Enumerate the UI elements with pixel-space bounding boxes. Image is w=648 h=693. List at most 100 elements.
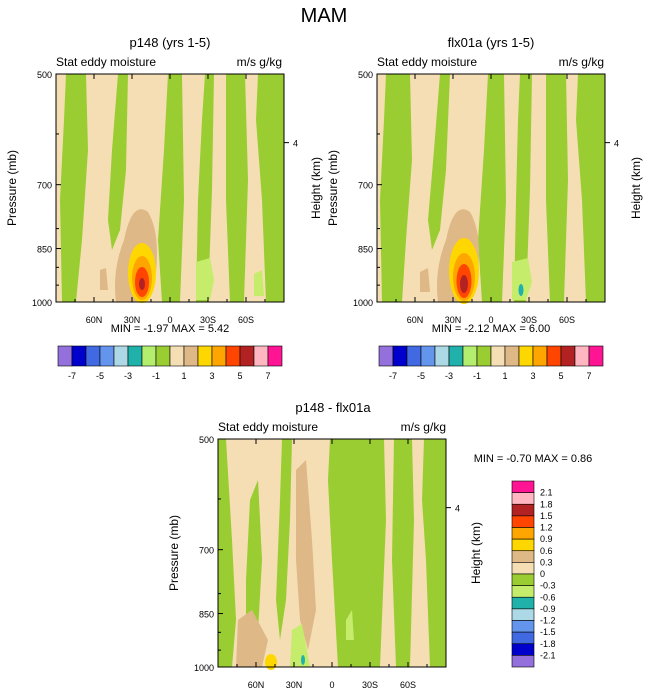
panel-3-left-label: Stat eddy moisture <box>218 420 318 434</box>
panel-3-stats: MIN = -0.70 MAX = 0.86 <box>474 453 593 465</box>
panel-1-title: p148 (yrs 1-5) <box>130 35 211 50</box>
panel-2-colorbar-label: 5 <box>558 371 563 381</box>
panel-1: p148 (yrs 1-5) Stat eddy moisture m/s g/… <box>55 35 285 303</box>
page-title: MAM <box>301 5 348 27</box>
panel-1-colorbar-swatch <box>211 345 227 367</box>
panel-2-colorbar-swatch <box>420 345 436 367</box>
panel-2-ylabel: Pressure (mb) <box>326 150 340 226</box>
panel-3-contour-tan-mid <box>296 460 316 650</box>
panel-1-contour-green-north <box>60 74 88 302</box>
panel-1-y2label: Height (km) <box>309 157 323 219</box>
panel-2-colorbar-swatch <box>462 345 478 367</box>
panel-1-colorbar-label: 5 <box>237 371 242 381</box>
panel-1-xtick-label: 0 <box>167 315 172 325</box>
panel-2-colorbar-swatch <box>490 345 506 367</box>
panel-1-stats: MIN = -1.97 MAX = 5.42 <box>111 323 230 335</box>
panel-2-left-label: Stat eddy moisture <box>377 55 477 69</box>
panel-2-title: flx01a (yrs 1-5) <box>448 35 535 50</box>
panel-1-contour-lightgreen <box>196 258 214 300</box>
panel-1-y2tick-label: 4 <box>293 139 298 149</box>
panel-3-colorbar-label: -1.5 <box>540 627 556 637</box>
panel-2-colorbar-label: -7 <box>389 371 397 381</box>
panel-3-contour-tan-mid-2 <box>236 610 268 667</box>
panel-3-colorbar-label: 0.3 <box>540 557 553 567</box>
panel-2-colorbar-swatch <box>546 345 562 367</box>
panel-1-colorbar-swatch <box>99 345 115 367</box>
panel-3-y2label: Height (km) <box>469 522 483 584</box>
panel-3-colorbar-label: 0.9 <box>540 534 553 544</box>
panel-3-colorbar-label: -1.8 <box>540 639 556 649</box>
panel-3-contour-green-far <box>422 439 446 667</box>
panel-1-contour-red <box>139 278 145 290</box>
panel-2-xtick-label: 60N <box>407 315 424 325</box>
panel-2-contour-green-south2 <box>546 74 568 302</box>
panel-2-colorbar-label: -5 <box>417 371 425 381</box>
panel-3-contour-green-south <box>392 439 414 667</box>
panel-1-colorbar-swatch <box>239 345 255 367</box>
panel-3-colorbar-swatch <box>511 631 535 645</box>
panel-2-contour-green-north <box>380 74 412 302</box>
panel-1-colorbar-swatch <box>225 345 241 367</box>
panel-2-colorbar-label: 1 <box>502 371 507 381</box>
panel-3-xtick-label: 30S <box>362 680 378 690</box>
panel-2-contour-tan-mid-2 <box>420 268 430 292</box>
panel-3-contour-teal <box>301 655 305 665</box>
panel-1-ylabel: Pressure (mb) <box>5 150 19 226</box>
panel-2-colorbar-swatch <box>532 345 548 367</box>
panel-3-colorbar-swatch <box>511 608 535 621</box>
panel-3: p148 - flx01a Stat eddy moisture m/s g/k… <box>217 400 447 670</box>
panel-1-colorbar-label: -7 <box>68 371 76 381</box>
panel-3-colorbar-swatch <box>511 480 535 493</box>
panel-3-colorbar-swatch <box>511 643 535 656</box>
panel-3-colorbar-label: -2.1 <box>540 650 556 660</box>
panel-1-colorbar-swatch <box>113 345 129 367</box>
panel-3-colorbar-label: 1.5 <box>540 511 553 521</box>
panel-1-contour-green-midlat <box>108 74 128 250</box>
panel-2-colorbar-swatch <box>560 345 576 367</box>
panel-1-xtick-label: 30N <box>124 315 141 325</box>
panel-3-right-label: m/s g/kg <box>401 420 446 434</box>
panel-1-colorbar-swatch <box>183 345 199 367</box>
panel-3-colorbar-label: 0.6 <box>540 546 553 556</box>
panel-3-title: p148 - flx01a <box>295 400 371 415</box>
panel-2-ytick-label: 1000 <box>353 298 373 308</box>
panel-2-contour-green-subtrop <box>478 74 506 302</box>
panel-1-ytick-label: 1000 <box>32 298 52 308</box>
panel-3-colorbar-swatch <box>511 503 535 517</box>
panel-1-colorbar-label: -3 <box>124 371 132 381</box>
panel-2-right-label: m/s g/kg <box>559 55 604 69</box>
panel-1-colorbar-swatch <box>85 345 101 367</box>
panel-3-colorbar-swatch <box>511 538 535 552</box>
panel-1-colorbar-swatch <box>141 345 157 367</box>
panel-1-left-label: Stat eddy moisture <box>56 55 156 69</box>
panel-3-contour-green-mid <box>276 439 292 640</box>
panel-1-right-label: m/s g/kg <box>237 55 282 69</box>
panel-1-contour-green-south2 <box>226 74 248 302</box>
panel-3-ytick-label: 700 <box>199 546 214 556</box>
panel-1-colorbar-label: -5 <box>96 371 104 381</box>
panel-2-contour-lightgreen <box>512 258 532 300</box>
panel-2-ytick-label: 700 <box>358 181 373 191</box>
panel-3-ytick-label: 1000 <box>194 663 214 673</box>
panel-1-contour-tan-mid-2 <box>100 268 108 290</box>
panel-1-colorbar-swatch <box>169 345 185 367</box>
panel-3-colorbar-swatch <box>511 655 535 668</box>
panel-1-ytick-label: 500 <box>37 70 52 80</box>
panel-3-xtick-label: 60N <box>248 680 265 690</box>
colorbar-layer: -7 -5 -3 -1 1 3 5 7 -7 -5 -3 -1 1 3 5 7 2.11.8 1.5 1.20.9 0… <box>57 345 604 668</box>
panel-3-colorbar-swatch <box>511 573 535 586</box>
panel-1-contour-green-south1 <box>196 74 214 302</box>
panel-2-colorbar-swatch <box>518 345 534 367</box>
panel-3-colorbar-swatch <box>511 550 535 563</box>
panel-1-colorbar-swatch <box>197 345 213 367</box>
panel-3-colorbar-label: -0.6 <box>540 592 556 602</box>
panel-2-contour-red <box>460 275 468 293</box>
panel-2-colorbar-swatch <box>574 345 590 367</box>
panel-1-colorbar-swatch <box>155 345 171 367</box>
panel-2-xtick-label: 30N <box>445 315 462 325</box>
panel-1-colorbar-swatch <box>253 345 269 367</box>
panel-1-colorbar-label: 3 <box>209 371 214 381</box>
panel-1-colorbar-label: -1 <box>152 371 160 381</box>
